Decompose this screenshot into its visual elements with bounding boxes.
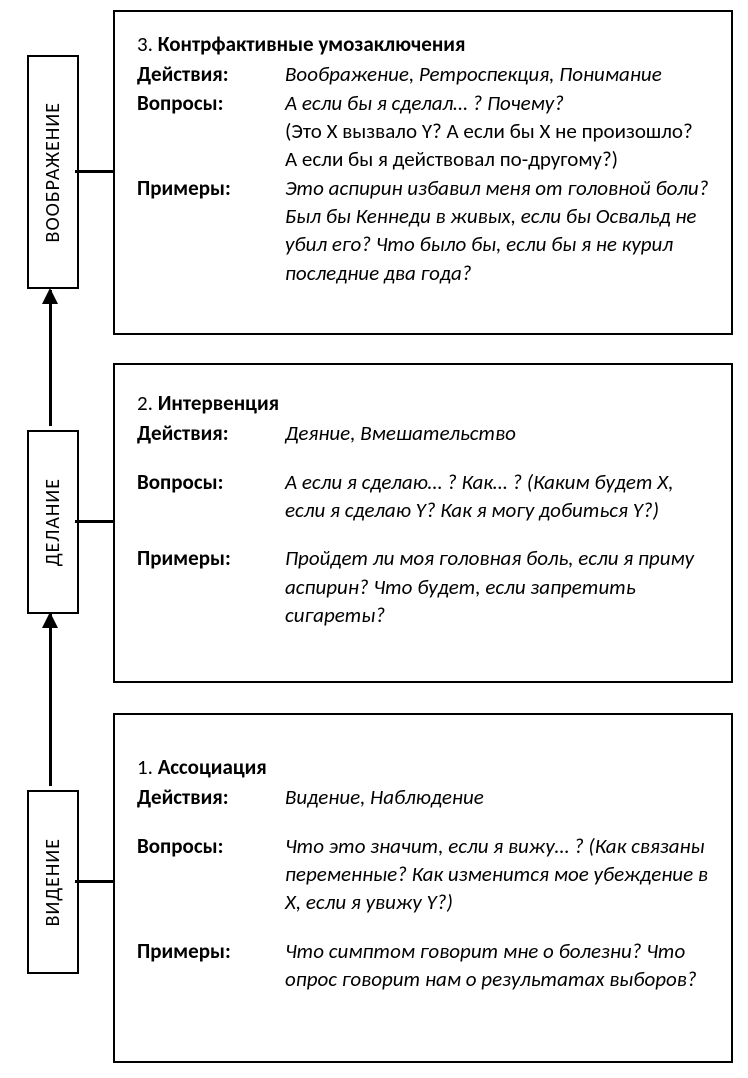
box-counterfactual: 3. Контрфактивные умозаключения Действия… bbox=[113, 10, 733, 335]
row-examples: Примеры: Что симптом говорит мне о болез… bbox=[137, 937, 709, 994]
side-label-seeing: ВИДЕНИЕ bbox=[27, 790, 79, 974]
connector-top bbox=[75, 170, 115, 173]
row-questions: Вопросы: А если бы я сделал… ? Почему? (… bbox=[137, 89, 709, 174]
arrow-up-lower bbox=[49, 614, 52, 786]
box-title: 2. Интервенция bbox=[137, 389, 709, 417]
row-examples: Примеры: Это аспирин избавил меня от гол… bbox=[137, 174, 709, 287]
side-label-text: ДЕЛАНИЕ bbox=[41, 478, 65, 566]
side-label-doing: ДЕЛАНИЕ bbox=[27, 430, 79, 614]
box-association: 1. Ассоциация Действия: Видение, Наблюде… bbox=[113, 713, 733, 1063]
arrow-up-upper bbox=[49, 290, 52, 426]
row-questions: Вопросы: А если я сделаю… ? Как… ? (Каки… bbox=[137, 468, 709, 525]
box-title: 1. Ассоциация bbox=[137, 753, 709, 781]
row-questions: Вопросы: Что это значит, если я вижу… ? … bbox=[137, 832, 709, 917]
row-actions: Действия: Видение, Наблюдение bbox=[137, 783, 709, 811]
connector-bottom bbox=[75, 880, 115, 883]
connector-middle bbox=[75, 520, 115, 523]
row-actions: Действия: Воображение, Ретроспекция, Пон… bbox=[137, 60, 709, 88]
box-intervention: 2. Интервенция Действия: Деяние, Вмешате… bbox=[113, 363, 733, 683]
box-title: 3. Контрфактивные умозаключения bbox=[137, 30, 709, 58]
side-label-text: ВООБРАЖЕНИЕ bbox=[41, 102, 65, 242]
row-examples: Примеры: Пройдет ли моя головная боль, е… bbox=[137, 544, 709, 629]
row-actions: Действия: Деяние, Вмешательство bbox=[137, 419, 709, 447]
diagram-page: ВООБРАЖЕНИЕ ДЕЛАНИЕ ВИДЕНИЕ 3. Контрфакт… bbox=[0, 0, 748, 1078]
side-label-imagination: ВООБРАЖЕНИЕ bbox=[27, 55, 79, 289]
side-label-text: ВИДЕНИЕ bbox=[41, 838, 65, 926]
